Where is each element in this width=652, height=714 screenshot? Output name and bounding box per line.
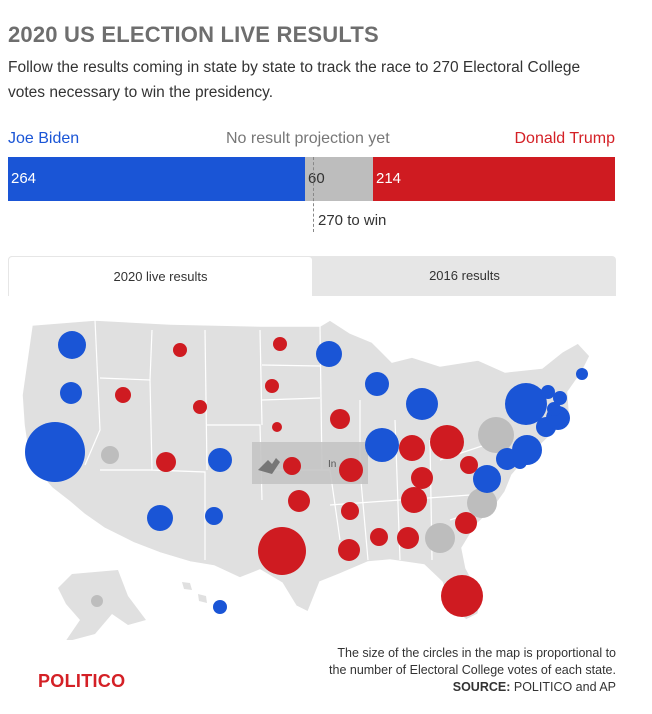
state-circle-oregon[interactable]: [60, 382, 82, 404]
state-circle-oklahoma[interactable]: [288, 490, 310, 512]
state-circle-tennessee[interactable]: [401, 487, 427, 513]
state-circle-louisiana[interactable]: [338, 539, 360, 561]
undecided-label: No result projection yet: [226, 130, 390, 147]
electoral-vote-bar: 264 60 214: [8, 157, 615, 201]
state-circle-new-hampshire[interactable]: [553, 391, 567, 405]
page-subtitle: Follow the results coming in state by st…: [8, 59, 581, 101]
state-circle-virginia[interactable]: [473, 465, 501, 493]
tab-2020-live-results[interactable]: 2020 live results: [8, 256, 313, 296]
us-results-map[interactable]: In: [0, 300, 652, 640]
trump-label: Donald Trump: [514, 130, 616, 147]
state-circle-maine[interactable]: [576, 368, 588, 380]
biden-label: Joe Biden: [8, 130, 80, 147]
cursor-hand-icon: [258, 458, 280, 474]
page-title: 2020 US ELECTION LIVE RESULTS: [8, 22, 379, 47]
state-circle-indiana[interactable]: [399, 435, 425, 461]
state-circle-ohio[interactable]: [430, 425, 464, 459]
source-text: POLITICO and AP: [510, 680, 616, 694]
state-circle-mississippi[interactable]: [370, 528, 388, 546]
state-circle-kansas[interactable]: [283, 457, 301, 475]
state-circle-missouri[interactable]: [339, 458, 363, 482]
state-circle-pennsylvania[interactable]: [478, 417, 514, 453]
source-label: SOURCE:: [452, 680, 511, 694]
state-circle-west-virginia[interactable]: [460, 456, 478, 474]
state-circle-colorado[interactable]: [208, 448, 232, 472]
state-circle-new-york[interactable]: [505, 383, 547, 425]
footnote-line-1: The size of the circles in the map is pr…: [337, 646, 616, 660]
state-circle-georgia[interactable]: [425, 523, 455, 553]
threshold-line: [313, 157, 314, 232]
alaska-shape: [58, 570, 146, 640]
results-tabs: 2020 live results 2016 results: [8, 256, 616, 296]
trump-votes-segment: 214: [373, 157, 615, 201]
state-circle-alaska[interactable]: [91, 595, 103, 607]
state-circle-hawaii[interactable]: [213, 600, 227, 614]
state-circle-alabama[interactable]: [397, 527, 419, 549]
map-tooltip-text: In: [328, 459, 336, 470]
state-circle-nevada[interactable]: [101, 446, 119, 464]
state-circle-south-dakota[interactable]: [265, 379, 279, 393]
state-circle-minnesota[interactable]: [316, 341, 342, 367]
state-circle-north-carolina[interactable]: [467, 488, 497, 518]
state-circle-rhode-island[interactable]: [547, 402, 561, 416]
map-footnote: The size of the circles in the map is pr…: [329, 645, 616, 696]
threshold-label: 270 to win: [318, 212, 387, 229]
state-circle-wisconsin[interactable]: [365, 372, 389, 396]
state-circle-texas[interactable]: [258, 527, 306, 575]
state-circle-new-mexico[interactable]: [205, 507, 223, 525]
hawaii-shape: [182, 582, 207, 603]
state-circle-kentucky[interactable]: [411, 467, 433, 489]
undecided-votes-segment: 60: [305, 157, 373, 201]
state-circle-utah[interactable]: [156, 452, 176, 472]
state-circle-arkansas[interactable]: [341, 502, 359, 520]
state-circle-new-jersey[interactable]: [512, 435, 542, 465]
source-line: SOURCE: POLITICO and AP: [329, 679, 616, 696]
state-circle-washington[interactable]: [58, 331, 86, 359]
state-circle-nebraska[interactable]: [272, 422, 282, 432]
state-circle-vermont[interactable]: [541, 385, 555, 399]
biden-votes-segment: 264: [8, 157, 305, 201]
state-circle-arizona[interactable]: [147, 505, 173, 531]
state-circle-florida[interactable]: [441, 575, 483, 617]
state-circle-south-carolina[interactable]: [455, 512, 477, 534]
state-circle-california[interactable]: [25, 422, 85, 482]
footnote-line-2: the number of Electoral College votes of…: [329, 663, 616, 677]
state-circle-illinois[interactable]: [365, 428, 399, 462]
politico-logo: POLITICO: [38, 671, 126, 691]
state-circle-idaho[interactable]: [115, 387, 131, 403]
state-circle-montana[interactable]: [173, 343, 187, 357]
state-circle-wyoming[interactable]: [193, 400, 207, 414]
tab-2016-results[interactable]: 2016 results: [429, 268, 500, 283]
state-circle-iowa[interactable]: [330, 409, 350, 429]
state-circle-michigan[interactable]: [406, 388, 438, 420]
state-circle-north-dakota[interactable]: [273, 337, 287, 351]
